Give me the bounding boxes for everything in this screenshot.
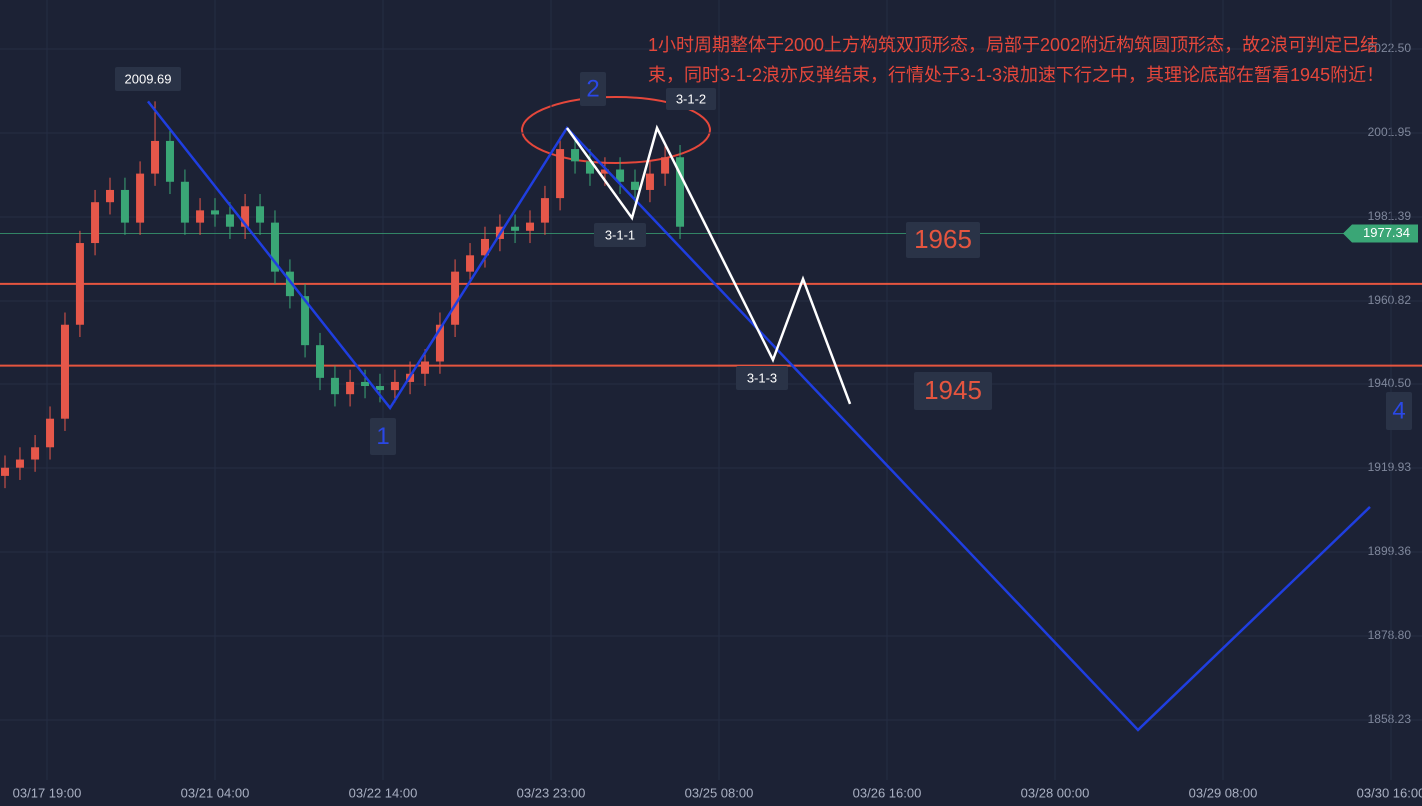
wave-label: 4 — [1392, 397, 1405, 424]
wave-label-box — [370, 418, 396, 455]
y-tick-label: 1878.80 — [1368, 628, 1412, 642]
wave-line — [565, 124, 852, 405]
candle-body — [1, 467, 10, 476]
candle-body — [211, 210, 220, 215]
wave-label: 1 — [376, 423, 389, 450]
candle-body — [631, 181, 640, 190]
candle-body — [661, 157, 670, 174]
x-tick-label: 03/30 16:00 — [1357, 785, 1422, 800]
candle-body — [451, 271, 460, 325]
segment-label-box — [594, 223, 646, 247]
segment-label: 3-1-3 — [747, 370, 777, 385]
candle-body — [285, 271, 294, 297]
candle-body — [480, 238, 489, 256]
candle-body — [645, 173, 654, 190]
candle-body — [390, 381, 399, 391]
y-tick-label: 1940.50 — [1368, 376, 1412, 390]
high-label: 2009.69 — [125, 71, 172, 86]
level-label-box — [914, 372, 992, 410]
x-tick-label: 03/26 16:00 — [853, 785, 922, 800]
segment-label-box — [736, 366, 788, 390]
y-tick-label: 2001.95 — [1368, 125, 1412, 139]
candle-body — [46, 418, 55, 448]
candle-body — [600, 169, 609, 174]
candle-body — [361, 381, 370, 387]
last-price-tag — [1343, 224, 1418, 243]
candle-body — [165, 140, 174, 182]
x-tick-label: 03/28 00:00 — [1021, 785, 1090, 800]
segment-label: 3-1-2 — [676, 91, 706, 106]
candle-body — [180, 181, 189, 223]
wave-label-box — [1386, 392, 1412, 430]
x-tick-label: 03/29 08:00 — [1189, 785, 1258, 800]
candle-body — [106, 189, 115, 203]
candle-body — [241, 206, 250, 227]
y-tick-label: 1960.82 — [1368, 293, 1412, 307]
y-tick-label: 1858.23 — [1368, 712, 1412, 726]
candle-body — [75, 243, 84, 325]
y-tick-label: 2022.50 — [1368, 41, 1412, 55]
candle-body — [540, 198, 549, 223]
candle-body — [676, 157, 685, 227]
wave-label-box — [580, 72, 606, 106]
level-label: 1965 — [914, 224, 972, 254]
last-price-label: 1977.34 — [1363, 225, 1410, 240]
candle-body — [511, 226, 520, 231]
candle-body — [316, 345, 325, 378]
highlight-ellipse — [521, 96, 711, 164]
candle-body — [15, 459, 24, 468]
candle-body — [585, 161, 594, 174]
x-tick-label: 03/22 14:00 — [349, 785, 418, 800]
segment-label-box — [666, 88, 716, 110]
candle-body — [571, 149, 580, 162]
candle-body — [225, 214, 234, 227]
candle-body — [616, 169, 625, 182]
candle-body — [31, 447, 40, 460]
candle-body — [421, 361, 430, 374]
candle-body — [556, 149, 565, 199]
candle-body — [196, 210, 205, 223]
segment-label: 3-1-1 — [605, 227, 635, 242]
y-tick-label: 1899.36 — [1368, 544, 1412, 558]
candle-body — [91, 202, 100, 244]
analysis-note: 1小时周期整体于2000上方构筑双顶形态，局部于2002附近构筑圆顶形态，故2浪… — [648, 35, 1385, 85]
candle-body — [120, 189, 129, 223]
candle-body — [330, 377, 339, 395]
level-label: 1945 — [924, 375, 982, 405]
x-tick-label: 03/25 08:00 — [685, 785, 754, 800]
high-label-box — [115, 67, 181, 91]
candle-body — [136, 173, 145, 223]
candle-body — [435, 324, 444, 362]
wave-label: 2 — [586, 75, 599, 102]
candle-body — [375, 386, 384, 391]
candle-body — [256, 206, 265, 223]
candle-body — [270, 222, 279, 272]
y-tick-label: 1981.39 — [1368, 209, 1412, 223]
x-tick-label: 03/21 04:00 — [181, 785, 250, 800]
candle-body — [60, 324, 69, 419]
candle-body — [526, 222, 535, 231]
candle-body — [301, 296, 310, 346]
x-tick-label: 03/17 19:00 — [13, 785, 82, 800]
candle-body — [466, 255, 475, 272]
x-tick-label: 03/23 23:00 — [517, 785, 586, 800]
candle-body — [151, 140, 160, 174]
y-tick-label: 1919.93 — [1368, 460, 1412, 474]
level-label-box — [906, 222, 980, 258]
candle-body — [346, 381, 355, 395]
